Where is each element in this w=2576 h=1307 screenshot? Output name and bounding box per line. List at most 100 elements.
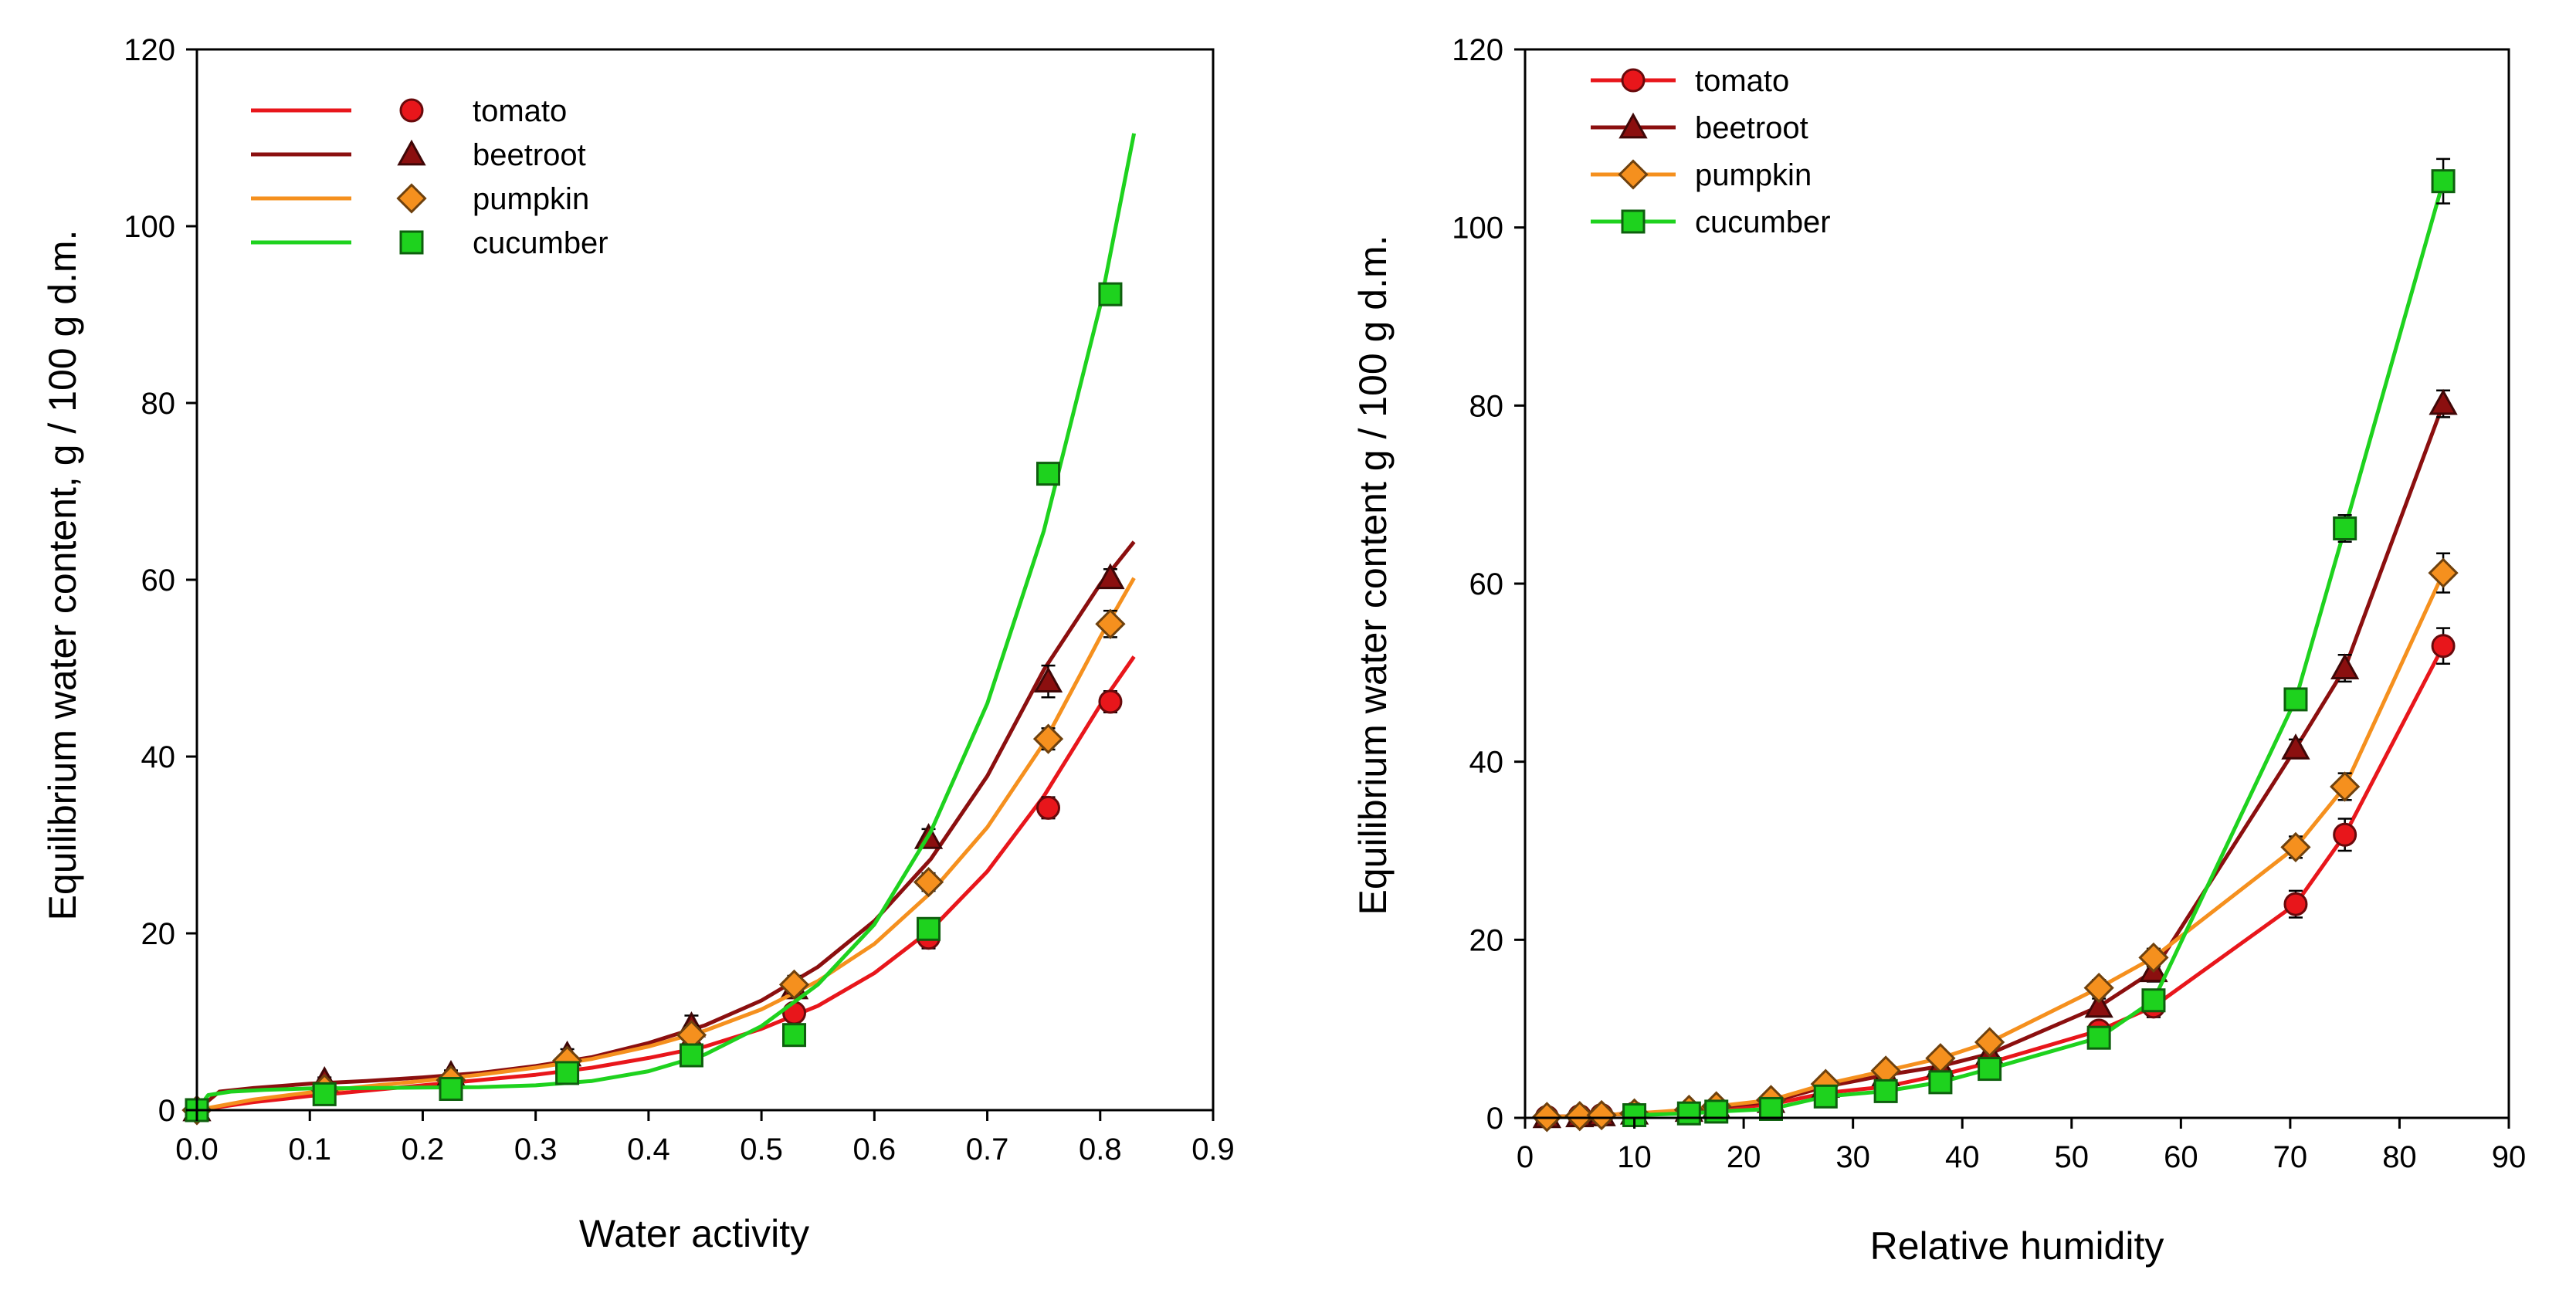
chart0-x-tick-label: 0.0 (175, 1133, 219, 1166)
chart0-pumpkin-point (1095, 608, 1126, 639)
chart1-plot-frame (1524, 48, 2510, 1119)
chart0-series-tomato (185, 655, 1136, 1122)
chart0-legend-marker-pumpkin (396, 183, 427, 214)
chart0-legend-label-beetroot: beetroot (473, 138, 586, 172)
chart0-x-tick-label: 0.2 (402, 1133, 445, 1166)
chart1-x-tick-label: 0 (1517, 1140, 1534, 1174)
chart0-tomato-point (1098, 689, 1123, 714)
chart1-x-tick-label: 70 (2273, 1140, 2308, 1174)
chart0-legend-item-pumpkin: pumpkin (251, 182, 589, 216)
chart0-legend-label-pumpkin: pumpkin (473, 182, 589, 216)
chart1-beetroot-point (2084, 991, 2113, 1018)
chart1-pumpkin-point (1564, 1101, 1595, 1132)
chart0-legend: tomato beetroot pumpkin cucumber (251, 94, 608, 260)
chart1-pumpkin-point (2280, 831, 2311, 863)
chart0-pumpkin-point (778, 969, 810, 1001)
chart1-pumpkin-point (2330, 771, 2361, 802)
chart1-cucumber-point (1813, 1084, 1838, 1109)
chart1-pumpkin-point (2428, 557, 2459, 588)
chart0-tomato-line (196, 655, 1136, 1112)
chart1-y-tick-label: 40 (1469, 746, 1504, 780)
chart0-pumpkin-point (913, 866, 944, 898)
chart0-cucumber-point (1098, 282, 1123, 306)
chart1-x-tick-label: 80 (2382, 1140, 2417, 1174)
chart1-pumpkin-point (1974, 1027, 2005, 1058)
chart1-pumpkin-point (2083, 972, 2114, 1004)
chart1-y-tick-label: 120 (1452, 33, 1503, 67)
chart1-series-cucumber (1622, 157, 2456, 1128)
chart1-x-axis-label: Relative humidity (1870, 1224, 2164, 1268)
chart0-cucumber-line (195, 133, 1137, 1112)
chart1-cucumber-point (1978, 1057, 2002, 1082)
chart0-series-layer (181, 133, 1137, 1126)
chart1-legend-item-cucumber: cucumber (1591, 205, 1831, 239)
chart0-x-tick-label: 0.6 (853, 1133, 897, 1166)
chart0-y-tick-label: 100 (124, 210, 175, 244)
chart1-y-tick-label: 20 (1469, 923, 1504, 957)
chart0-cucumber-point (679, 1043, 703, 1068)
chart0-y-tick-label: 40 (141, 740, 176, 774)
chart0-y-tick-label: 60 (141, 564, 176, 598)
chart0-legend-label-tomato: tomato (473, 94, 567, 128)
chart0-x-tick-label: 0.4 (627, 1133, 670, 1166)
chart0-tomato-point (1036, 795, 1061, 820)
chart0-legend-item-cucumber: cucumber (251, 226, 608, 260)
chart0-cucumber-point (555, 1061, 580, 1085)
chart0-cucumber-point (917, 916, 941, 941)
chart1-x-tick-label: 50 (2055, 1140, 2090, 1174)
chart0-x-tick-label: 0.5 (740, 1133, 783, 1166)
chart0-legend-label-cucumber: cucumber (473, 226, 608, 260)
chart1-y-tick-label: 100 (1452, 212, 1503, 245)
chart0-y-tick-label: 0 (158, 1094, 175, 1128)
chart1-tomato-point (2333, 822, 2357, 847)
chart1-ticks-layer: 0 10 20 30 40 50 60 70 80 90 0 20 40 60 80 100 120 (1452, 33, 2526, 1174)
chart0-cucumber-point (1036, 462, 1061, 486)
chart1-cucumber-line (1634, 181, 2446, 1117)
chart0-beetroot-point (1096, 563, 1125, 590)
chart1-cucumber-point (1676, 1101, 1701, 1126)
chart-water-activity: 0.0 0.1 0.2 0.3 0.4 0.5 0.6 0.7 0.8 0.9 0 20 40 60 80 1… (41, 33, 1235, 1255)
chart1-x-tick-label: 90 (2492, 1140, 2527, 1174)
chart1-y-tick-label: 0 (1486, 1102, 1503, 1136)
chart0-x-tick-label: 0.7 (966, 1133, 1009, 1166)
chart1-tomato-point (2431, 634, 2456, 659)
chart0-series-pumpkin (181, 577, 1136, 1126)
chart1-x-tick-label: 60 (2164, 1140, 2198, 1174)
chart1-pumpkin-point (1586, 1099, 1617, 1131)
chart0-pumpkin-line (196, 577, 1136, 1112)
chart1-pumpkin-point (2138, 942, 2169, 973)
chart1-beetroot-point (2330, 653, 2360, 679)
chart1-x-tick-label: 20 (1727, 1140, 1761, 1174)
chart0-x-tick-label: 0.3 (514, 1133, 558, 1166)
chart0-beetroot-point (1033, 666, 1063, 693)
chart1-y-axis-label: Equilibrium water content g / 100 g d.m. (1351, 235, 1395, 915)
chart1-cucumber-point (1928, 1070, 1953, 1095)
chart0-legend-marker-tomato (399, 98, 424, 123)
chart0-series-cucumber (185, 133, 1137, 1122)
chart1-legend-label-pumpkin: pumpkin (1695, 158, 1812, 192)
chart1-legend-item-tomato: tomato (1591, 64, 1789, 98)
chart1-cucumber-point (1704, 1099, 1729, 1124)
chart1-legend-label-beetroot: beetroot (1695, 111, 1808, 145)
chart1-cucumber-point (2086, 1025, 2111, 1050)
chart1-legend-item-pumpkin: pumpkin (1591, 158, 1812, 192)
chart0-series-beetroot (182, 540, 1136, 1122)
chart1-cucumber-point (1873, 1078, 1898, 1103)
chart1-legend-marker-pumpkin (1618, 159, 1649, 190)
chart1-legend: tomato beetroot pumpkin cucumber (1591, 64, 1831, 239)
chart0-y-tick-label: 20 (141, 917, 176, 951)
chart1-cucumber-point (2333, 516, 2357, 540)
chart0-legend-marker-beetroot (397, 139, 426, 166)
chart0-legend-item-tomato: tomato (251, 94, 567, 128)
chart1-cucumber-point (1759, 1096, 1783, 1121)
chart1-beetroot-point (2281, 733, 2310, 760)
chart0-x-tick-label: 0.1 (288, 1133, 331, 1166)
chart1-legend-label-cucumber: cucumber (1695, 205, 1831, 239)
chart0-x-axis-label: Water activity (579, 1212, 809, 1255)
chart1-legend-marker-beetroot (1618, 112, 1648, 139)
chart1-beetroot-point (2429, 388, 2458, 415)
chart1-legend-marker-tomato (1621, 68, 1646, 93)
chart0-beetroot-line (195, 540, 1136, 1112)
chart1-series-pumpkin (1531, 552, 2459, 1133)
